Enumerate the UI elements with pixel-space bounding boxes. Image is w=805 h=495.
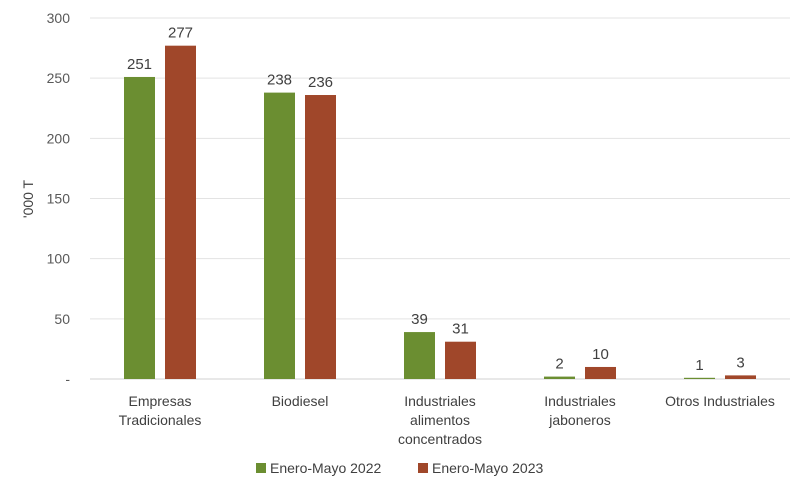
data-label: 39 [411, 311, 428, 328]
bar [124, 76, 155, 380]
legend: Enero-Mayo 2022 Enero-Mayo 2023 [256, 460, 544, 476]
data-label: 251 [127, 56, 152, 73]
y-tick-label: 50 [54, 311, 70, 327]
bar [305, 95, 336, 379]
bar [684, 377, 715, 379]
bar [264, 92, 295, 380]
y-tick-label: 300 [47, 10, 71, 26]
bar [404, 332, 435, 379]
legend-swatch [418, 463, 428, 473]
data-label: 2 [555, 356, 563, 373]
data-label: 277 [168, 25, 193, 42]
data-label: 10 [592, 346, 609, 363]
bar [445, 341, 476, 379]
category-label-line: Biodiesel [272, 393, 329, 409]
category-label-line: Tradicionales [119, 412, 202, 428]
y-axis-title: '000 T [20, 179, 36, 218]
bar [544, 376, 575, 379]
category-label: Empresas Tradicionales [119, 393, 202, 428]
category-label-line: concentrados [398, 431, 482, 447]
legend-label: Enero-Mayo 2023 [432, 460, 544, 476]
legend-label: Enero-Mayo 2022 [270, 460, 382, 476]
y-tick-label: 150 [47, 191, 71, 207]
legend-swatch [256, 463, 266, 473]
y-tick-label: 100 [47, 251, 71, 267]
bar [165, 45, 196, 379]
data-labels: 251 277 238 236 39 31 2 10 1 3 [127, 25, 745, 374]
y-tick-label: - [65, 371, 70, 387]
category-label: Biodiesel [272, 393, 329, 409]
category-label-line: jaboneros [548, 412, 611, 428]
bar [585, 366, 616, 379]
y-tick-label: 250 [47, 70, 71, 86]
y-axis-ticks: - 50 100 150 200 250 300 [47, 10, 71, 387]
data-label: 1 [695, 357, 703, 374]
category-label-line: Industriales [544, 393, 616, 409]
bar [725, 375, 756, 379]
data-label: 31 [452, 321, 469, 338]
data-label: 236 [308, 74, 333, 91]
category-label: Industriales alimentos concentrados [398, 393, 482, 447]
category-label-line: Empresas [128, 393, 191, 409]
category-label-line: alimentos [410, 412, 470, 428]
category-label-line: Industriales [404, 393, 476, 409]
category-label-line: Otros Industriales [665, 393, 775, 409]
bars [124, 45, 756, 380]
data-label: 3 [736, 354, 744, 371]
category-label: Otros Industriales [665, 393, 775, 409]
category-label: Industriales jaboneros [544, 393, 616, 428]
data-label: 238 [267, 72, 292, 89]
gridlines [90, 17, 790, 380]
y-tick-label: 200 [47, 130, 71, 146]
category-labels: Empresas Tradicionales Biodiesel Industrial… [119, 393, 775, 447]
